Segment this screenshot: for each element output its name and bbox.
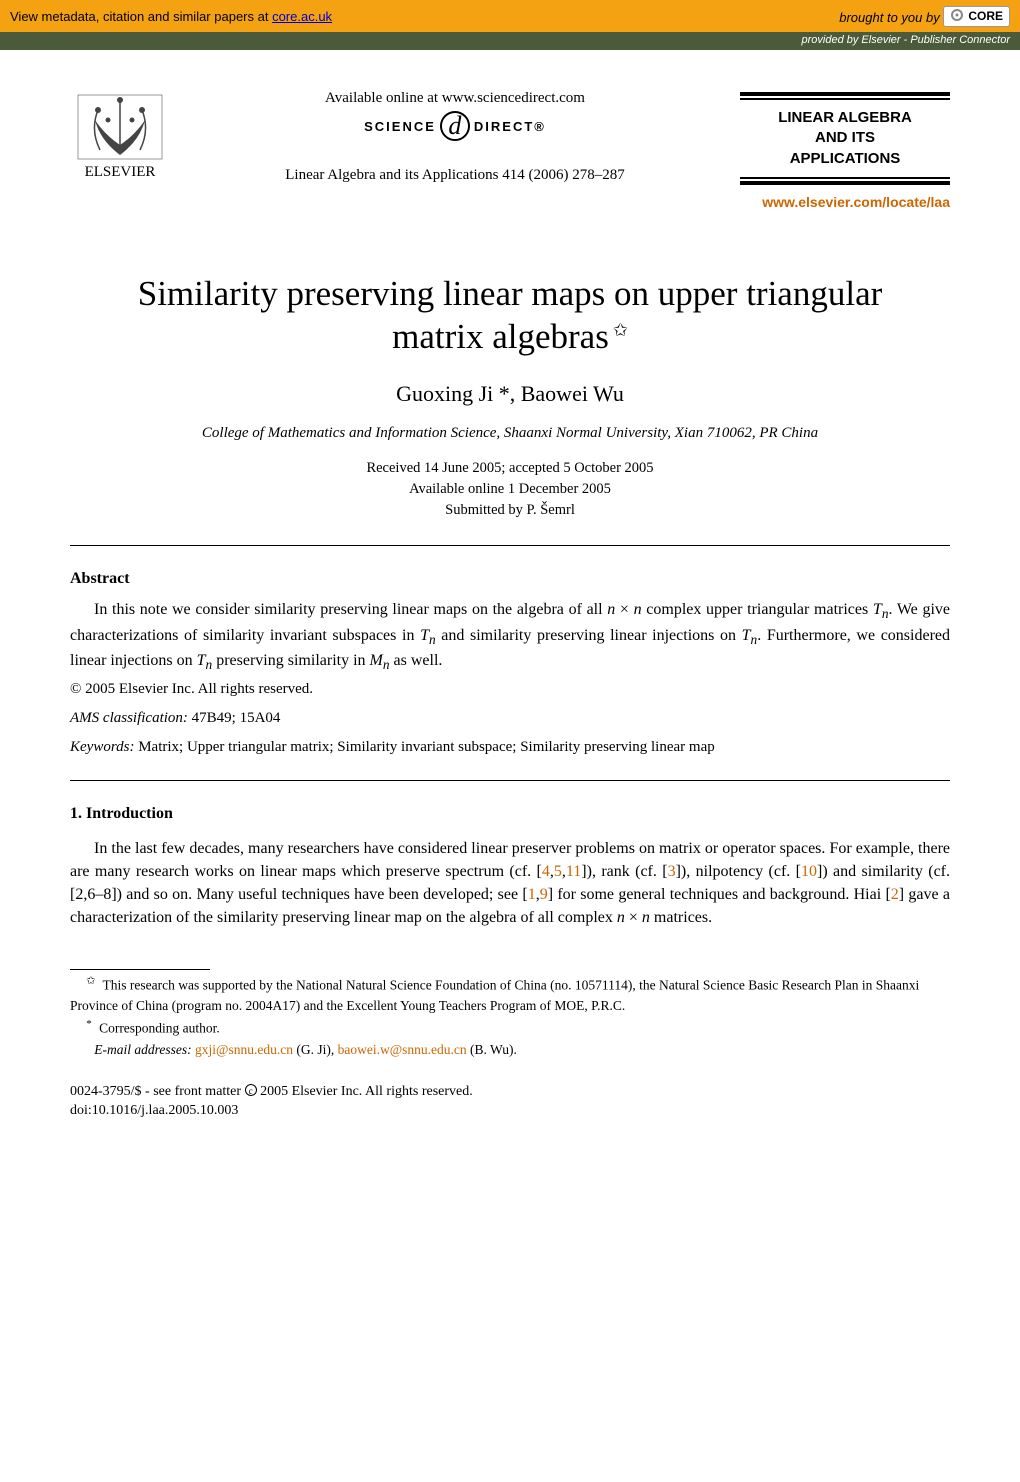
footnote-corresponding: * Corresponding author. — [70, 1017, 950, 1038]
footnote-funding-text: This research was supported by the Natio… — [70, 978, 919, 1013]
date-online: Available online 1 December 2005 — [70, 479, 950, 500]
ams-line: AMS classification: 47B49; 15A04 — [70, 710, 950, 727]
doi-line1: 0024-3795/$ - see front matter c 2005 El… — [70, 1082, 950, 1102]
date-submitted: Submitted by P. Šemrl — [70, 500, 950, 521]
provider-text: provided by Elsevier - Publisher Connect… — [802, 34, 1011, 46]
rule-above-abstract — [70, 545, 950, 546]
email-who-1: (G. Ji), — [296, 1042, 334, 1057]
ams-label: AMS classification: — [70, 710, 188, 726]
banner-right: brought to you by CORE — [839, 6, 1010, 27]
paper-title: Similarity preserving linear maps on upp… — [70, 272, 950, 360]
banner-left-prefix: View metadata, citation and similar pape… — [10, 9, 272, 24]
journal-title-l2: AND ITS — [740, 128, 950, 148]
footnote-emails: E-mail addresses: gxji@snnu.edu.cn (G. J… — [70, 1040, 950, 1060]
footnote-corr-text: Corresponding author. — [99, 1021, 220, 1036]
footnote-separator — [70, 969, 210, 970]
header-row: ELSEVIER Available online at www.science… — [70, 90, 950, 212]
abstract-heading: Abstract — [70, 570, 950, 588]
journal-title-l1: LINEAR ALGEBRA — [740, 108, 950, 128]
keywords-value: Matrix; Upper triangular matrix; Similar… — [138, 739, 715, 755]
footnote-funding: ✩ This research was supported by the Nat… — [70, 974, 950, 1015]
affiliation: College of Mathematics and Information S… — [70, 425, 950, 442]
core-icon — [950, 8, 964, 25]
dates-block: Received 14 June 2005; accepted 5 Octobe… — [70, 458, 950, 521]
sd-left: SCIENCE — [364, 119, 436, 134]
publisher-logo: ELSEVIER — [70, 90, 170, 185]
journal-title-box: LINEAR ALGEBRA AND ITS APPLICATIONS www.… — [740, 90, 950, 212]
intro-body: In the last few decades, many researcher… — [70, 837, 950, 930]
abstract-copyright: © 2005 Elsevier Inc. All rights reserved… — [70, 681, 950, 698]
email-who-2: (B. Wu). — [470, 1042, 517, 1057]
email-link-1[interactable]: gxji@snnu.edu.cn — [195, 1042, 293, 1057]
email-link-2[interactable]: baowei.w@snnu.edu.cn — [338, 1042, 467, 1057]
footnotes: ✩ This research was supported by the Nat… — [70, 974, 950, 1059]
email-label: E-mail addresses: — [94, 1042, 191, 1057]
sd-right: DIRECT® — [474, 119, 546, 134]
doi-block: 0024-3795/$ - see front matter c 2005 El… — [70, 1082, 950, 1121]
core-banner: View metadata, citation and similar pape… — [0, 0, 1020, 32]
provider-banner: provided by Elsevier - Publisher Connect… — [0, 32, 1020, 50]
keywords-line: Keywords: Matrix; Upper triangular matri… — [70, 739, 950, 756]
ams-value: 47B49; 15A04 — [192, 710, 281, 726]
banner-right-text: brought to you by — [839, 10, 943, 25]
elsevier-text: ELSEVIER — [85, 164, 156, 180]
banner-left: View metadata, citation and similar pape… — [10, 9, 332, 24]
title-line1: Similarity preserving linear maps on upp… — [138, 274, 883, 313]
introduction-block: 1. Introduction In the last few decades,… — [70, 805, 950, 930]
sd-d-icon: d — [440, 111, 470, 141]
doi-suffix: 2005 Elsevier Inc. All rights reserved. — [257, 1084, 473, 1099]
sciencedirect-logo: SCIENCE d DIRECT® — [364, 111, 546, 141]
title-footnote-mark: ✩ — [613, 320, 628, 340]
journal-title-l3: APPLICATIONS — [740, 149, 950, 169]
copyright-icon: c — [245, 1084, 257, 1096]
page-content: ELSEVIER Available online at www.science… — [0, 50, 1020, 1151]
core-label: CORE — [968, 9, 1003, 23]
intro-heading: 1. Introduction — [70, 805, 950, 823]
abstract-block: Abstract In this note we consider simila… — [70, 570, 950, 698]
doi-prefix: 0024-3795/$ - see front matter — [70, 1084, 245, 1099]
doi-line2: doi:10.1016/j.laa.2005.10.003 — [70, 1101, 950, 1121]
footnote-funding-mark: ✩ — [86, 975, 95, 987]
journal-url-link[interactable]: www.elsevier.com/locate/laa — [762, 194, 950, 210]
footnote-corr-mark: * — [86, 1018, 92, 1030]
rule-below-keywords — [70, 780, 950, 781]
authors: Guoxing Ji *, Baowei Wu — [70, 381, 950, 407]
keywords-label: Keywords: — [70, 739, 134, 755]
available-online: Available online at www.sciencedirect.co… — [190, 90, 720, 107]
journal-reference: Linear Algebra and its Applications 414 … — [190, 167, 720, 184]
core-link[interactable]: core.ac.uk — [272, 9, 332, 24]
core-badge[interactable]: CORE — [943, 6, 1010, 27]
abstract-body: In this note we consider similarity pres… — [70, 598, 950, 675]
header-center: Available online at www.sciencedirect.co… — [190, 90, 720, 184]
date-received: Received 14 June 2005; accepted 5 Octobe… — [70, 458, 950, 479]
title-line2: matrix algebras — [392, 317, 609, 356]
